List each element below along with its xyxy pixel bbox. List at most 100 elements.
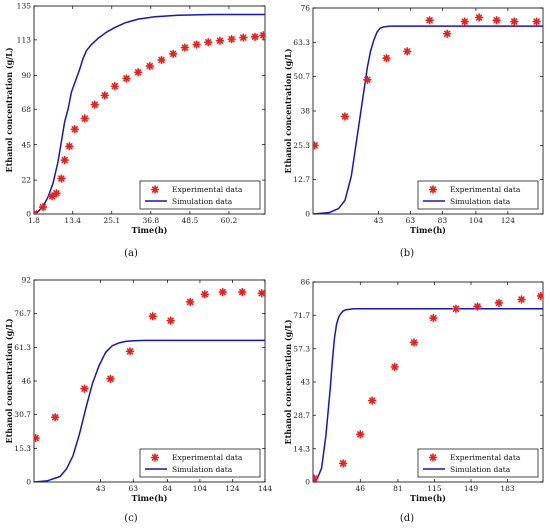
x-tick-label: 25.1 [103, 216, 120, 225]
x-tick-label: 104 [469, 216, 484, 225]
experimental-point [238, 287, 247, 297]
experimental-point [125, 347, 135, 356]
legend-box [417, 448, 539, 478]
y-tick-label: 90 [21, 71, 31, 80]
experimental-point [363, 75, 372, 85]
x-tick-label: 36.8 [142, 216, 159, 225]
x-tick-label: 43 [96, 484, 106, 493]
experimental-point [227, 34, 236, 44]
y-tick-label: 30.7 [14, 410, 31, 419]
experimental-point [106, 374, 115, 384]
experimental-point [110, 81, 119, 91]
simulation-line [34, 339, 265, 482]
legend-experimental-label: Experimental data [172, 185, 243, 194]
y-tick-label: 0 [305, 210, 310, 219]
legend: Experimental data Simulation data [417, 180, 539, 210]
experimental-point [382, 53, 391, 63]
x-axis-label: Time(h) [410, 225, 446, 235]
experimental-point [425, 15, 434, 25]
x-tick-label: 43 [374, 216, 384, 225]
legend-experimental-marker [150, 185, 160, 194]
experimental-point [492, 15, 501, 25]
experimental-point [180, 43, 190, 52]
experimental-point [451, 304, 461, 313]
experimental-point [38, 202, 48, 212]
legend-experimental-marker [150, 453, 160, 462]
y-tick-label: 113 [17, 35, 32, 44]
chart-panel-1: 0 22 45 68 90 113 135 1.8 13.4 25.1 36.8 48.5 60.2 Ti… [4, 2, 266, 259]
y-tick-label: 0 [26, 478, 31, 487]
x-axis-label: Time(h) [132, 225, 168, 235]
experimental-point [145, 61, 155, 71]
legend-box [139, 180, 261, 210]
legend-experimental-label: Experimental data [172, 453, 243, 462]
experimental-point [259, 31, 265, 40]
y-tick-label: 25.3 [293, 141, 310, 150]
experimental-point [204, 38, 213, 47]
experimental-point [510, 17, 519, 26]
legend-simulation-label: Simulation data [450, 465, 511, 474]
chart-panel-2: 0 12.7 25.3 38 50.7 63.3 76 43 63 83 104 124 Time(h)… [283, 4, 544, 259]
experimental-point [403, 47, 412, 56]
x-tick-label: 48.5 [182, 216, 199, 225]
y-tick-label: 28.7 [293, 411, 310, 420]
y-tick-label: 14.3 [293, 444, 310, 453]
chart-panel-3: 0 15.3 30.7 46 61.3 76.7 92 43 63 84 104 124 144 Time… [4, 276, 272, 524]
y-axis-label: Ethanol concentration (g/L) [283, 319, 293, 444]
x-tick-label: 183 [500, 484, 515, 493]
y-tick-label: 57.3 [293, 344, 310, 353]
y-tick-label: 38 [300, 107, 310, 116]
experimental-point [34, 433, 40, 443]
chart-panel-4: 0 14.3 28.7 43 57.3 71.7 86 46 81 115 149 183 Time(h… [283, 278, 544, 524]
legend-experimental-label: Experimental data [450, 185, 521, 194]
simulation-line [313, 307, 543, 482]
experimental-point [409, 338, 419, 347]
y-tick-label: 92 [21, 276, 31, 285]
y-tick-label: 63.3 [293, 38, 310, 47]
x-tick-label: 115 [427, 484, 442, 493]
legend-experimental-marker [428, 185, 438, 194]
data-area [34, 287, 265, 482]
y-tick-label: 68 [21, 105, 31, 114]
legend: Experimental data Simulation data [417, 448, 539, 478]
experimental-point [52, 189, 61, 198]
y-tick-label: 71.7 [293, 311, 310, 320]
x-tick-label: 81 [393, 484, 403, 493]
simulation-line [313, 25, 543, 214]
data-area [34, 13, 265, 214]
experimental-point [313, 141, 319, 150]
y-tick-label: 76 [300, 4, 310, 13]
legend-box [417, 180, 539, 210]
experimental-point [494, 298, 504, 308]
experimental-point [65, 142, 74, 151]
simulation-line [34, 13, 265, 214]
legend: Experimental data Simulation data [139, 448, 261, 478]
x-axis-label: Time(h) [132, 493, 168, 503]
experimental-point [70, 125, 79, 134]
x-tick-label: 149 [464, 484, 479, 493]
experimental-point [60, 155, 69, 165]
experimental-point [122, 74, 131, 83]
y-tick-label: 76.7 [14, 309, 31, 318]
plot-frame [33, 5, 266, 215]
y-tick-label: 61.3 [14, 343, 31, 352]
y-axis-label: Ethanol concentration (g/L) [4, 318, 14, 443]
panel-caption: (b) [400, 248, 414, 259]
experimental-point [80, 384, 89, 393]
x-tick-label: 13.4 [64, 216, 81, 225]
legend-simulation-label: Simulation data [172, 197, 233, 206]
experimental-point [257, 288, 265, 298]
panel-caption: (a) [124, 248, 138, 259]
experimental-point [100, 91, 109, 100]
x-tick-label: 144 [258, 484, 273, 493]
x-tick-label: 46 [356, 484, 366, 493]
experimental-point [239, 33, 248, 42]
x-tick-label: 84 [163, 484, 173, 493]
experimental-point [473, 302, 482, 311]
y-tick-label: 46 [21, 377, 31, 386]
x-tick-label: 63 [128, 484, 138, 493]
x-tick-label: 104 [193, 484, 208, 493]
experimental-point [157, 55, 166, 65]
experimental-point [169, 49, 178, 58]
y-tick-label: 43 [300, 378, 310, 387]
